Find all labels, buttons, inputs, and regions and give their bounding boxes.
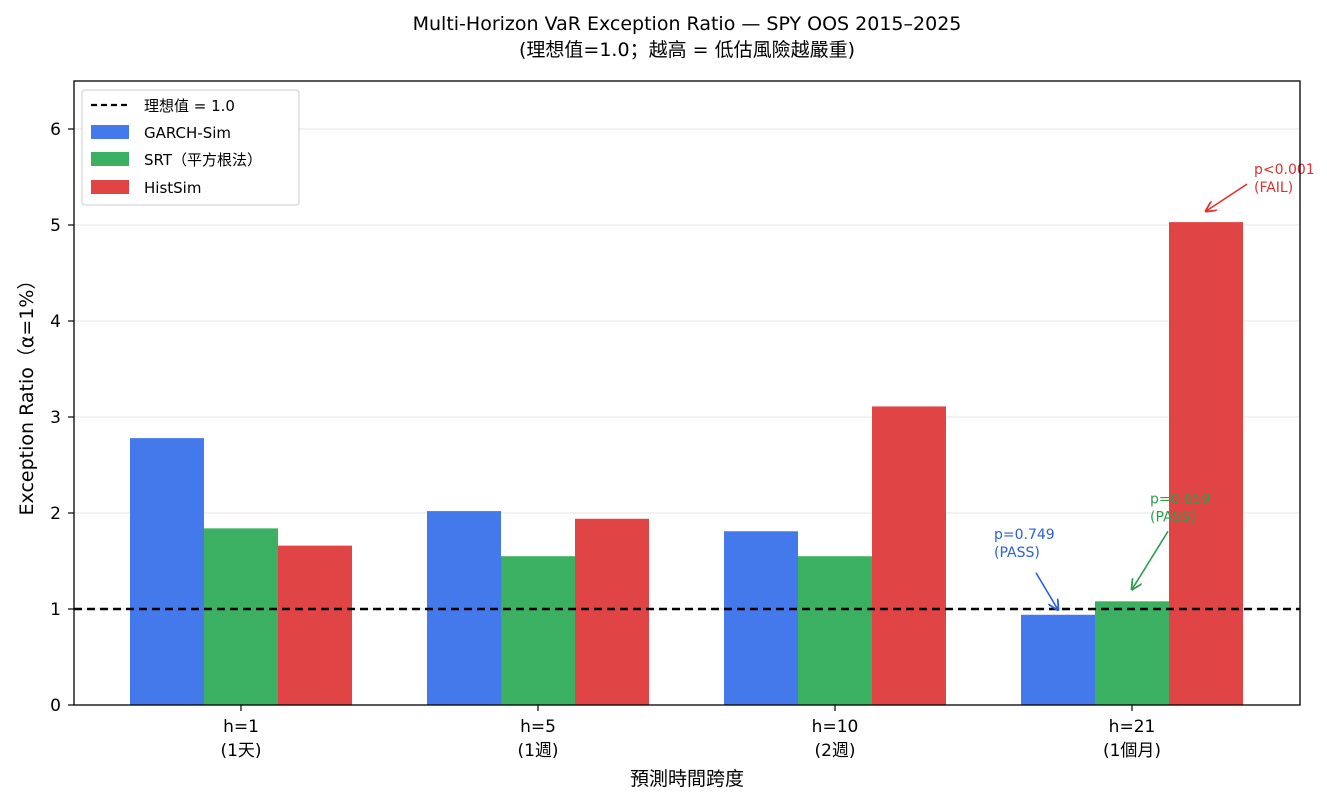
legend-label-garch: GARCH-Sim	[144, 124, 231, 142]
legend-ref-label: 理想值 = 1.0	[144, 97, 235, 115]
x-tick-label: h=10	[812, 717, 859, 737]
legend-box	[81, 89, 300, 206]
annotation-arrow	[1206, 183, 1248, 211]
bar-garch-sim-0	[130, 438, 204, 705]
annotation-text: p<0.001	[1254, 162, 1315, 178]
legend-swatch-garch	[91, 125, 129, 139]
x-tick-label: (1天)	[220, 741, 261, 761]
bars	[130, 222, 1243, 705]
legend-swatch-histsim	[91, 180, 129, 194]
annotation-text: (PASS)	[994, 545, 1040, 561]
y-tick-label: 6	[50, 120, 61, 140]
y-tick-label: 4	[50, 312, 61, 332]
bar-srt-0	[204, 528, 278, 705]
plot-frame	[73, 80, 1301, 706]
bar-garch-sim-2	[724, 531, 798, 705]
annotation-text: (FAIL)	[1254, 180, 1293, 196]
y-tick-label: 3	[50, 408, 61, 428]
chart-title: Multi-Horizon VaR Exception Ratio — SPY …	[413, 13, 962, 35]
bar-histsim-2	[872, 406, 946, 705]
y-axis-label: Exception Ratio（α=1%）	[16, 271, 38, 516]
bar-garch-sim-3	[1021, 614, 1095, 705]
bar-srt-2	[798, 556, 872, 705]
annotations: p=0.749 (PASS) p=0.659 (PASS) p<0.001 (FAIL)	[994, 162, 1315, 610]
chart-subtitle: (理想值=1.0；越高 = 低估風險越嚴重)	[519, 39, 855, 61]
legend-swatch-srt	[91, 152, 129, 166]
legend-label-histsim: HistSim	[144, 179, 201, 197]
bar-histsim-0	[278, 545, 352, 705]
y-tick-label: 5	[50, 216, 61, 236]
annotation-text: p=0.659	[1150, 491, 1211, 507]
x-tick-label: h=5	[520, 717, 556, 737]
x-tick-label: (2週)	[814, 741, 855, 761]
bar-histsim-1	[575, 518, 649, 705]
x-tick-label: (1週)	[517, 741, 558, 761]
legend-label-srt: SRT（平方根法）	[144, 151, 262, 169]
x-tick-label: h=1	[223, 717, 259, 737]
annotation-arrow	[1132, 530, 1169, 589]
bar-srt-1	[501, 556, 575, 705]
legend: 理想值 = 1.0 GARCH-Sim SRT（平方根法） HistSim	[81, 89, 300, 206]
bar-histsim-3	[1169, 222, 1243, 705]
x-axis-ticks: h=1 (1天) h=5 (1週) h=10 (2週) h=21 (1個月)	[220, 705, 1161, 761]
x-axis-label: 預測時間跨度	[630, 768, 744, 790]
annotation-text: p=0.749	[994, 527, 1055, 543]
bar-srt-3	[1095, 601, 1169, 705]
y-tick-label: 1	[50, 600, 61, 620]
y-axis-ticks: 0 1 2 3 4 5 6	[50, 120, 74, 716]
annotation-arrow	[1035, 572, 1058, 610]
y-tick-label: 0	[50, 696, 61, 716]
x-tick-label: (1個月)	[1103, 741, 1161, 761]
annotation-text: (PASS)	[1150, 509, 1196, 525]
y-tick-label: 2	[50, 504, 61, 524]
x-tick-label: h=21	[1109, 717, 1156, 737]
